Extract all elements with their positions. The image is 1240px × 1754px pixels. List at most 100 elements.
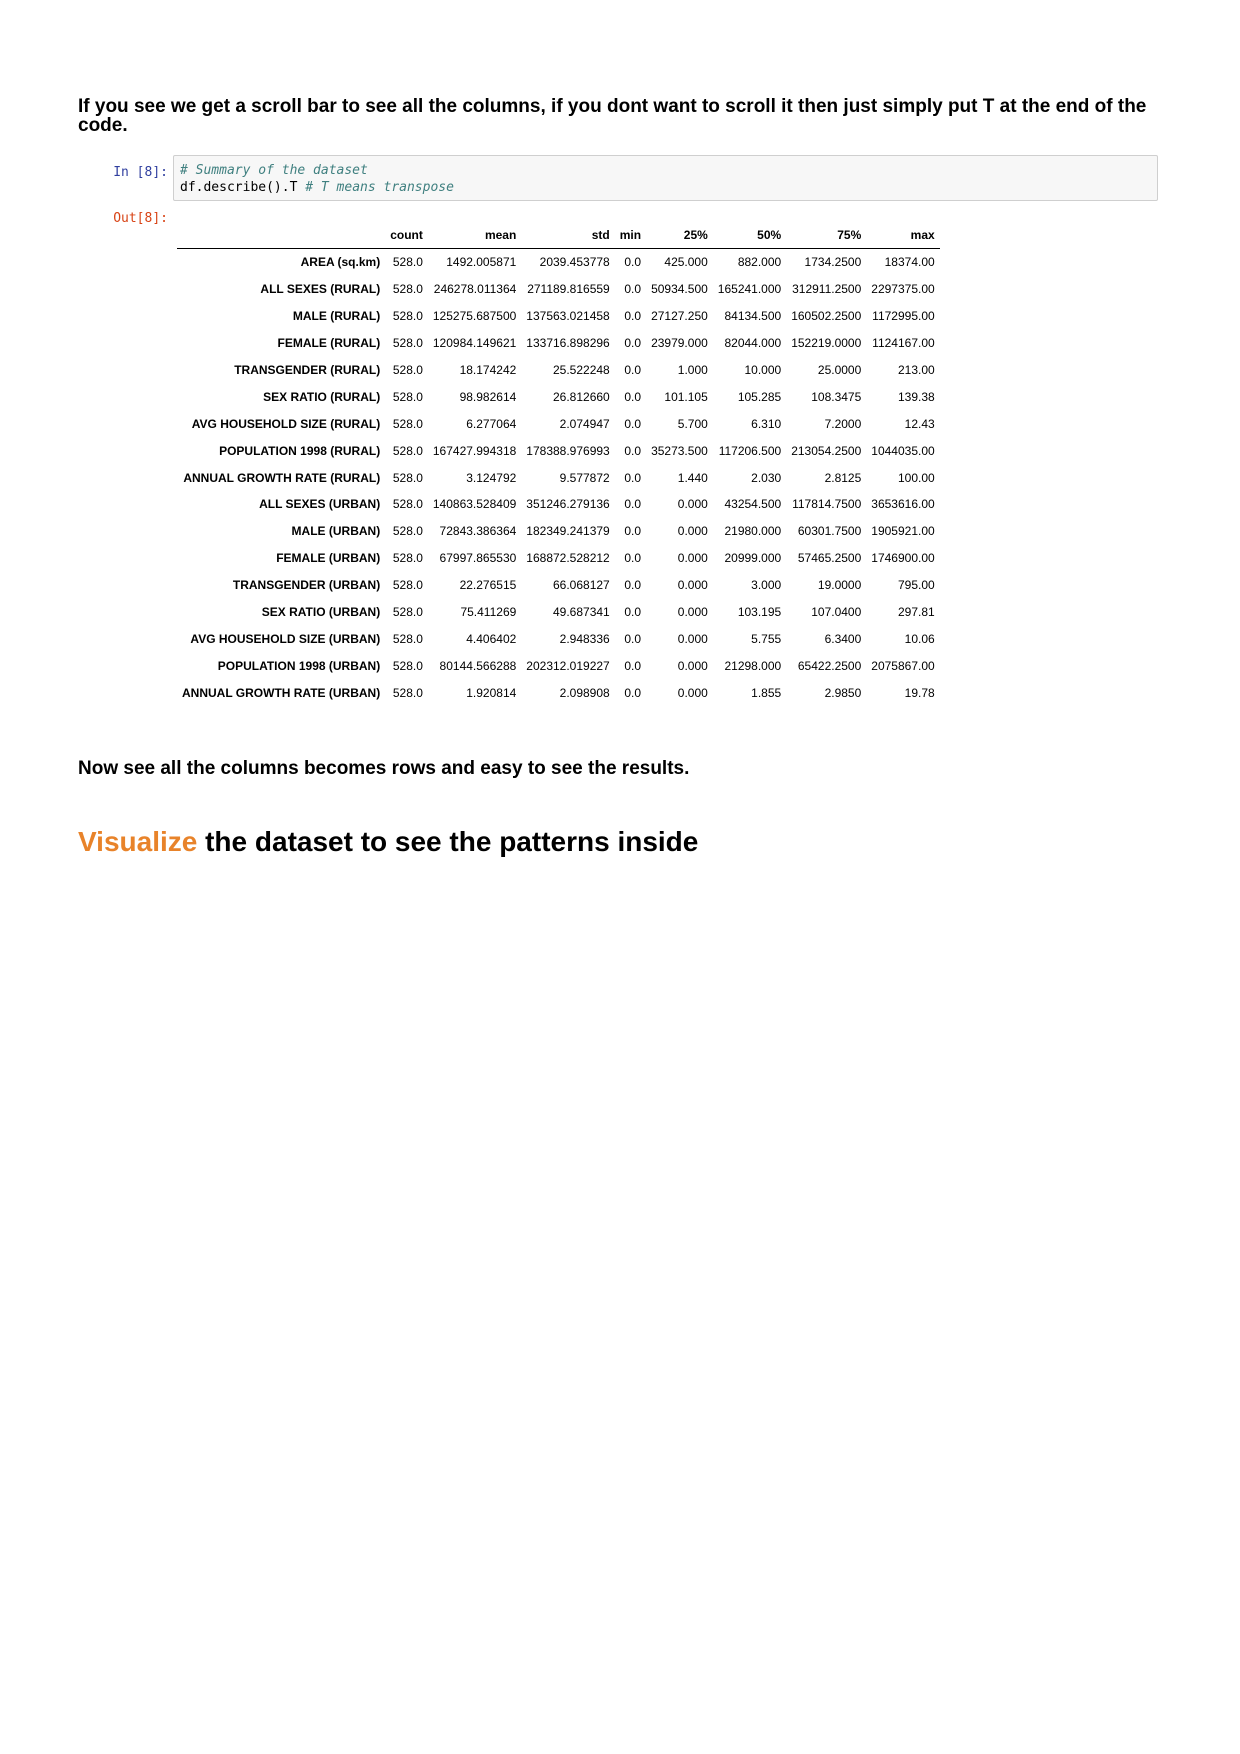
table-cell: 50934.500 [651, 282, 708, 297]
table-cell: 0.0 [624, 524, 642, 539]
table-cell: 6.277064 [466, 416, 517, 431]
table-cell: 528.0 [392, 524, 423, 539]
table-cell: 168872.528212 [526, 551, 610, 566]
row-label: ANNUAL GROWTH RATE (URBAN) [182, 685, 381, 700]
table-cell: 528.0 [392, 255, 423, 270]
table-cell: 1172995.00 [872, 309, 935, 324]
table-cell: 528.0 [392, 497, 423, 512]
table-cell: 66.068127 [552, 578, 610, 593]
table-cell: 117206.500 [718, 443, 782, 458]
table-row: AVG HOUSEHOLD SIZE (URBAN) 528.0 4.406402 2… [177, 625, 940, 652]
table-body: AREA (sq.km) 528.0 1492.005871 2039.453778 0… [177, 249, 940, 707]
table-cell: 27127.250 [651, 309, 708, 324]
table-cell: 3653616.00 [871, 497, 935, 512]
table-cell: 528.0 [392, 443, 423, 458]
column-header: 50% [712, 222, 787, 249]
table-row: TRANSGENDER (URBAN) 528.0 22.276515 66.0681… [177, 572, 940, 599]
table-cell: 3.124792 [466, 470, 517, 485]
table-cell: 9.577872 [559, 470, 610, 485]
table-cell: 182349.241379 [526, 524, 610, 539]
row-label: FEMALE (RURAL) [277, 336, 381, 351]
table-cell: 5.755 [751, 631, 782, 646]
row-label: AVG HOUSEHOLD SIZE (RURAL) [191, 416, 381, 431]
table-cell: 6.3400 [824, 631, 862, 646]
table-row: SEX RATIO (URBAN) 528.0 75.411269 49.687341… [177, 599, 940, 626]
table-cell: 246278.011364 [433, 282, 517, 297]
table-cell: 82044.000 [724, 336, 782, 351]
table-cell: 2.8125 [824, 470, 862, 485]
table-cell: 125275.687500 [432, 309, 517, 324]
table-cell: 35273.500 [651, 443, 708, 458]
code-editor[interactable]: # Summary of the dataset df.describe().T… [173, 155, 1158, 201]
table-cell: 103.195 [737, 605, 782, 620]
table-cell: 107.0400 [811, 605, 862, 620]
table-cell: 213.00 [897, 363, 935, 377]
table-cell: 0.000 [677, 578, 708, 593]
table-row: AVG HOUSEHOLD SIZE (RURAL) 528.0 6.277064 2… [177, 410, 940, 437]
table-cell: 10.000 [744, 363, 782, 377]
table-row: AREA (sq.km) 528.0 1492.005871 2039.453778 0… [177, 249, 940, 276]
table-cell: 10.06 [904, 631, 935, 646]
table-cell: 18.174242 [459, 363, 517, 377]
table-cell: 1124167.00 [872, 336, 935, 351]
table-cell: 108.3475 [811, 389, 862, 404]
table-cell: 882.000 [737, 255, 782, 270]
table-cell: 528.0 [392, 363, 423, 377]
table-cell: 80144.566288 [439, 658, 517, 673]
table-cell: 271189.816559 [527, 282, 610, 297]
row-label: POPULATION 1998 (URBAN) [217, 658, 381, 673]
table-cell: 0.000 [677, 605, 708, 620]
table-cell: 1044035.00 [871, 443, 935, 458]
table-cell: 528.0 [392, 605, 423, 620]
table-cell: 528.0 [392, 282, 423, 297]
table-cell: 202312.019227 [526, 658, 610, 673]
table-cell: 0.0 [624, 497, 642, 512]
table-cell: 4.406402 [466, 631, 517, 646]
table-cell: 2075867.00 [871, 658, 935, 673]
table-cell: 1492.005871 [446, 255, 517, 270]
table-cell: 2.074947 [559, 416, 610, 431]
row-label: AVG HOUSEHOLD SIZE (URBAN) [190, 631, 381, 646]
table-cell: 0.0 [624, 658, 642, 673]
table-header-row: count mean std min 25% 50% 75% max [177, 222, 940, 249]
row-label: MALE (URBAN) [291, 524, 381, 539]
table-cell: 19.0000 [817, 578, 862, 593]
code-statement: df.describe().T [180, 180, 298, 195]
table-cell: 528.0 [392, 309, 423, 324]
table-cell: 21980.000 [724, 524, 782, 539]
table-cell: 19.78 [904, 685, 935, 700]
table-cell: 528.0 [392, 685, 423, 700]
table-cell: 0.0 [624, 282, 642, 297]
table-row: SEX RATIO (RURAL) 528.0 98.982614 26.812660… [177, 383, 940, 410]
table-row: MALE (URBAN) 528.0 72843.386364 182349.2413… [177, 518, 940, 545]
row-label: SEX RATIO (RURAL) [263, 389, 381, 404]
table-cell: 0.0 [624, 416, 642, 431]
table-row: POPULATION 1998 (RURAL) 528.0 167427.99431… [177, 437, 940, 464]
row-label: POPULATION 1998 (RURAL) [219, 443, 381, 458]
column-header: std [521, 222, 615, 249]
index-header [177, 222, 386, 249]
table-cell: 0.000 [677, 524, 708, 539]
table-cell: 528.0 [392, 416, 423, 431]
table-cell: 0.0 [624, 551, 642, 566]
table-cell: 140863.528409 [432, 497, 517, 512]
table-row: ALL SEXES (URBAN) 528.0 140863.528409 35124… [177, 491, 940, 518]
table-cell: 0.000 [677, 631, 708, 646]
table-cell: 0.000 [677, 551, 708, 566]
table-cell: 101.105 [664, 389, 708, 404]
table-cell: 0.000 [677, 497, 708, 512]
table-cell: 139.38 [897, 389, 935, 404]
table-cell: 65422.2500 [797, 658, 862, 673]
table-cell: 137563.021458 [526, 309, 610, 324]
row-label: AREA (sq.km) [300, 255, 381, 270]
table-row: POPULATION 1998 (URBAN) 528.0 80144.566288… [177, 652, 940, 679]
table-cell: 43254.500 [724, 497, 782, 512]
intro-paragraph: If you see we get a scroll bar to see al… [78, 96, 1147, 136]
input-prompt: In [8]: [113, 165, 168, 180]
row-label: MALE (RURAL) [292, 309, 381, 324]
table-cell: 133716.898296 [526, 336, 610, 351]
table-cell: 0.0 [624, 363, 642, 377]
table-cell: 178388.976993 [526, 443, 610, 458]
table-cell: 0.0 [624, 336, 642, 351]
table-cell: 22.276515 [459, 578, 517, 593]
